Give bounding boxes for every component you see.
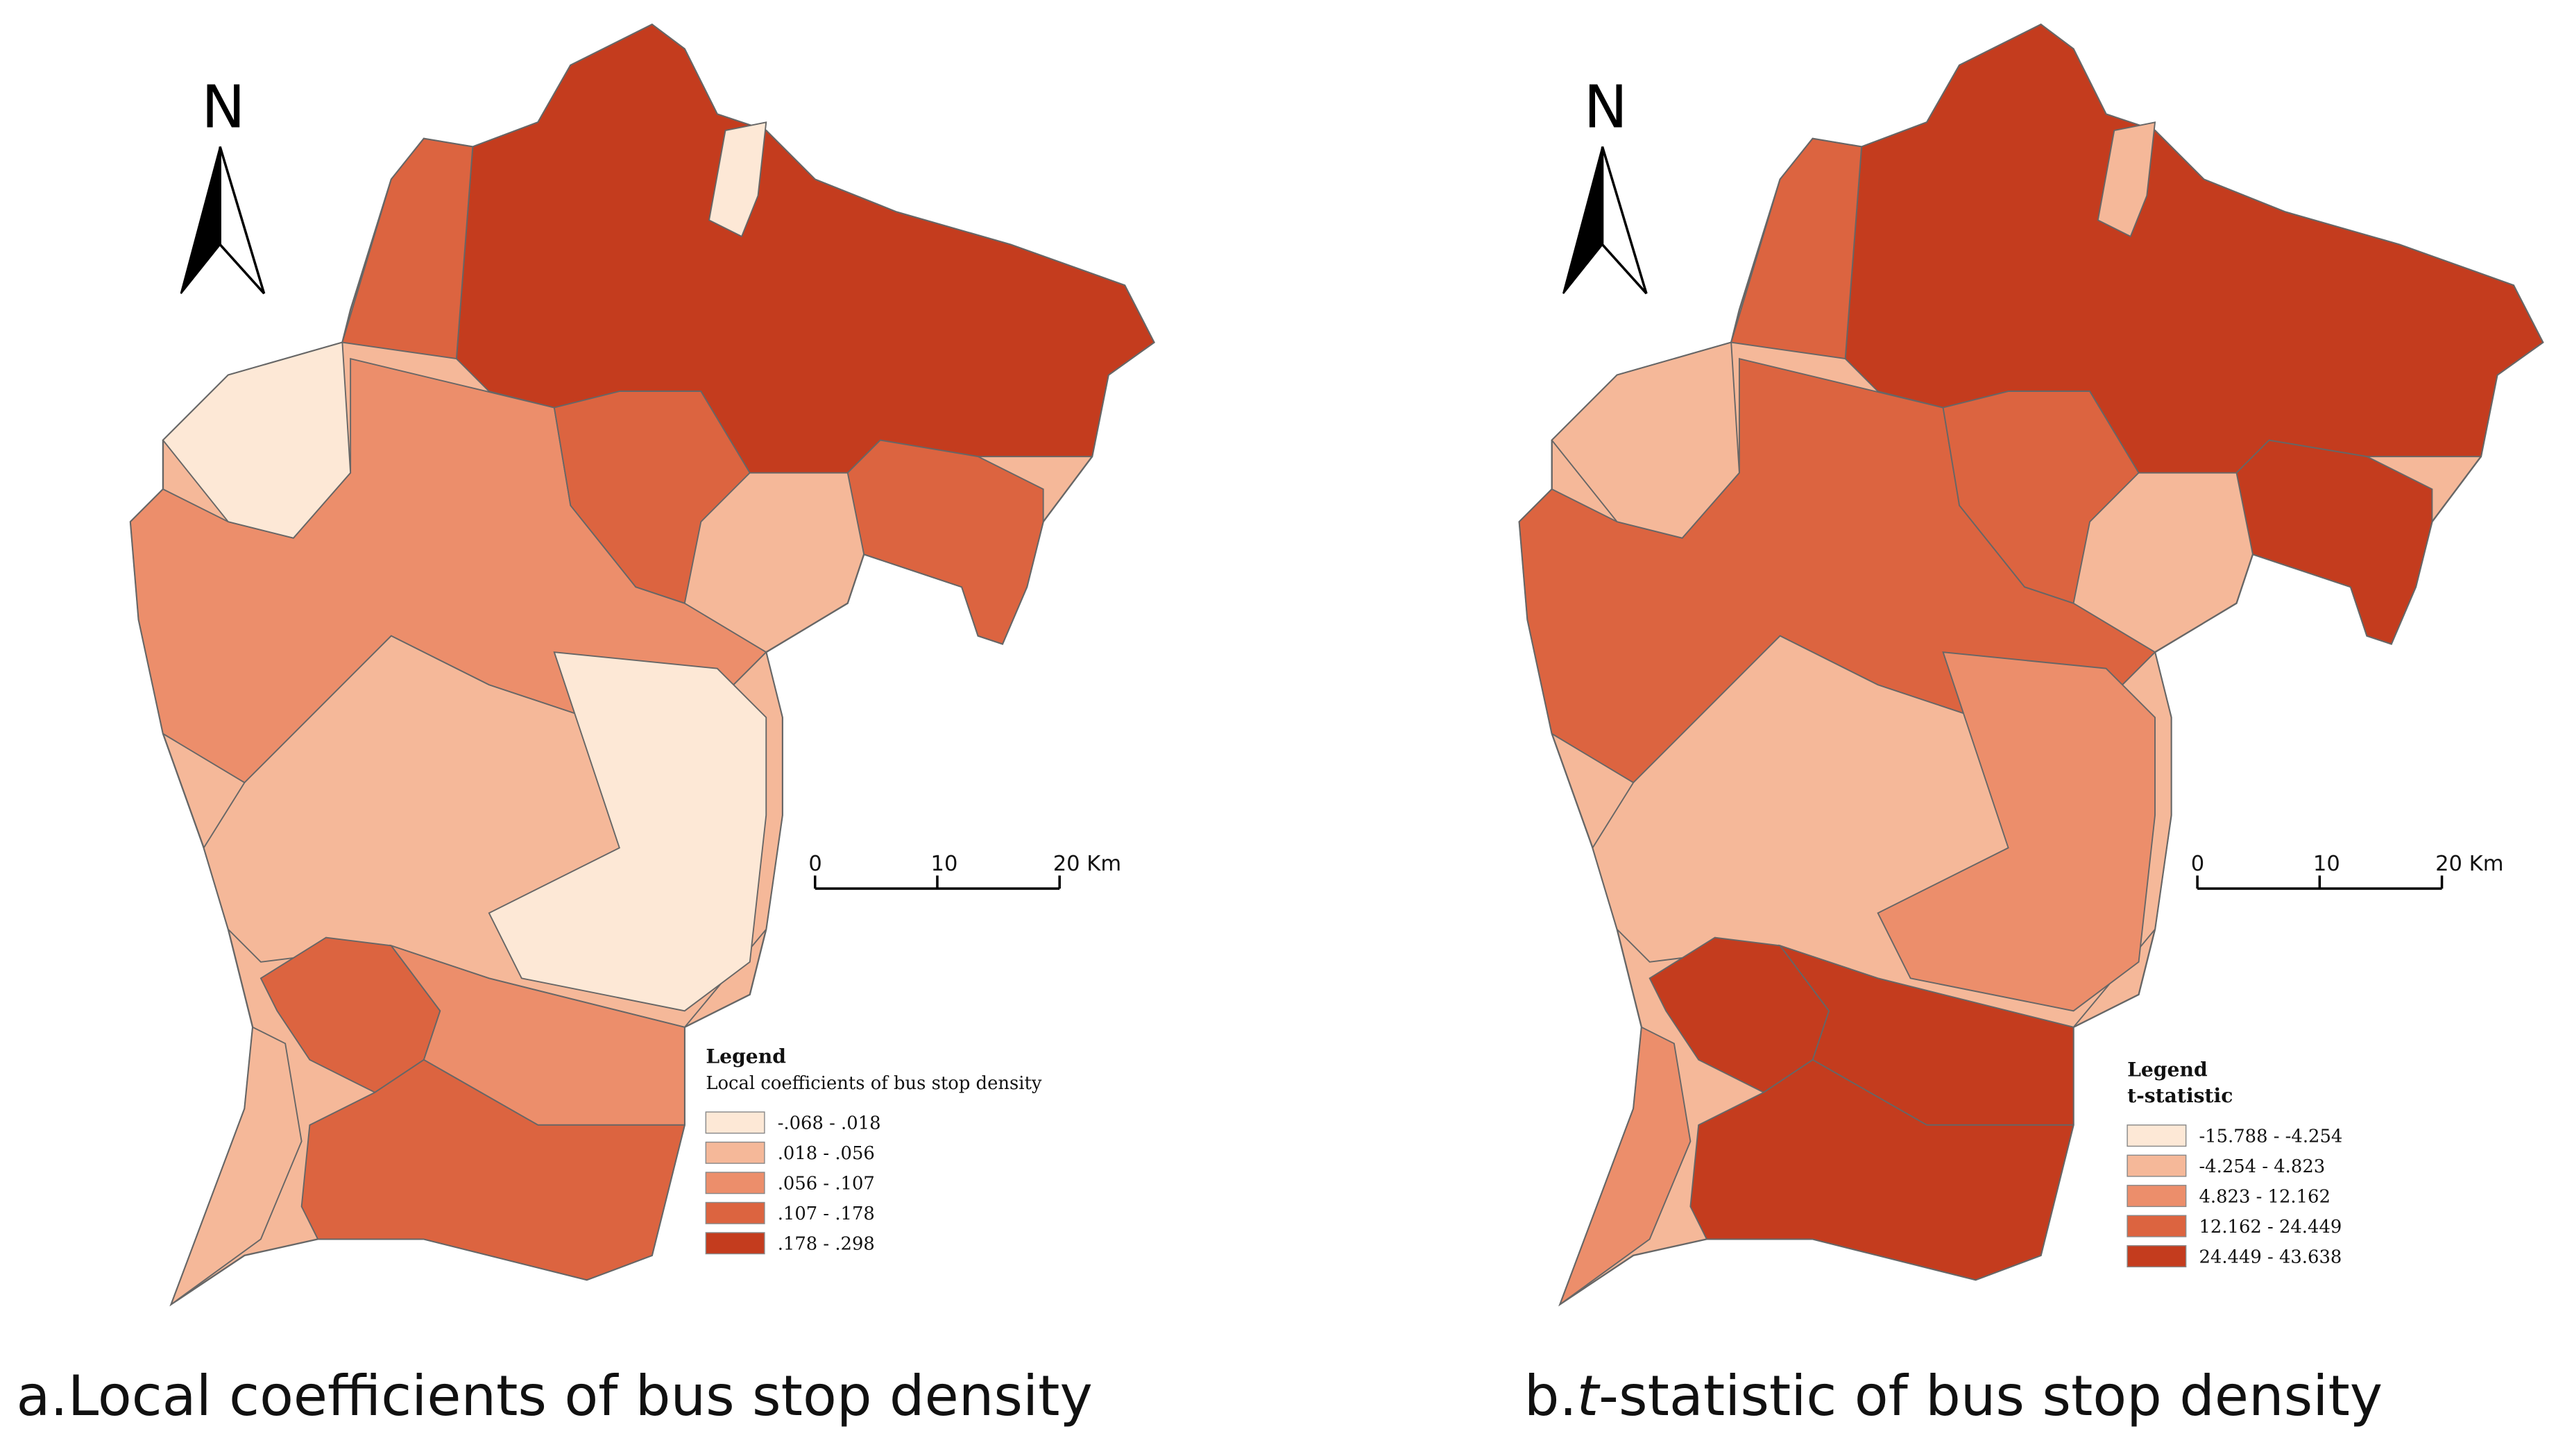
- map-region: [162, 341, 352, 539]
- caption-part: t: [1577, 1364, 1601, 1428]
- map-region: [169, 1026, 303, 1307]
- map-region: [1877, 651, 2156, 1012]
- north-arrow-left: [180, 146, 221, 294]
- legend-label: .178 - .298: [778, 1234, 875, 1255]
- north-label: N: [201, 72, 245, 141]
- map-region: [1551, 341, 1740, 539]
- scale-label: 10: [2313, 852, 2340, 876]
- legend-label: -15.788 - -4.254: [2199, 1127, 2342, 1147]
- legend-swatch: [2127, 1124, 2187, 1147]
- legend-label: -4.254 - 4.823: [2199, 1156, 2325, 1177]
- caption: a.Local coefficients of bus stop density: [16, 1364, 1092, 1428]
- legend-label: 4.823 - 12.162: [2199, 1186, 2330, 1207]
- legend-swatch: [2127, 1245, 2187, 1268]
- caption-part: -statistic of bus stop density: [1599, 1364, 2383, 1428]
- map-region: [553, 391, 751, 604]
- legend-swatch: [705, 1232, 765, 1255]
- caption-part: Local coefficients of bus stop density: [68, 1364, 1093, 1428]
- legend-swatch: [705, 1201, 765, 1224]
- map-region: [1689, 1059, 2074, 1281]
- scale-label: 20 Km: [2435, 852, 2503, 876]
- legend-title: Legend: [706, 1045, 786, 1068]
- caption: b.t-statistic of bus stop density: [1524, 1364, 2383, 1428]
- caption-part: b.: [1524, 1364, 1577, 1428]
- legend-swatch: [705, 1141, 765, 1164]
- map-panel: N 0 10 20 Km Legend Local coefficients of bus…: [16, 23, 1155, 1428]
- scale-label: 0: [2191, 852, 2204, 876]
- legend-swatch: [705, 1172, 765, 1194]
- legend-swatch: [2127, 1215, 2187, 1237]
- north-label: N: [1584, 72, 1628, 141]
- scale-label: 20 Km: [1053, 852, 1121, 876]
- north-arrow-left: [1562, 146, 1603, 294]
- map-region: [2235, 439, 2433, 645]
- map-region: [2097, 121, 2156, 238]
- legend-label: .018 - .056: [778, 1143, 875, 1164]
- north-arrow-right: [219, 146, 266, 295]
- legend-swatch: [2127, 1154, 2187, 1177]
- legend-label: 12.162 - 24.449: [2199, 1217, 2342, 1237]
- legend-swatch: [705, 1111, 765, 1134]
- legend-subtitle: t-statistic: [2127, 1084, 2233, 1107]
- legend-label: .107 - .178: [778, 1204, 875, 1224]
- north-arrow-right: [1601, 146, 1648, 295]
- map-region: [300, 1059, 685, 1281]
- legend-swatch: [2127, 1185, 2187, 1208]
- map-panel: N 0 10 20 Km Legend t-statistic -15.788 - -4.2…: [1518, 23, 2544, 1428]
- map-region: [1730, 137, 1863, 360]
- map-region: [341, 137, 474, 360]
- scale-label: 10: [931, 852, 958, 876]
- legend-label: .056 - .107: [778, 1174, 875, 1194]
- legend-label: -.068 - .018: [778, 1113, 881, 1134]
- map-region: [1942, 391, 2140, 604]
- scale-label: 0: [808, 852, 821, 876]
- map-region: [846, 439, 1044, 645]
- map-region: [708, 121, 767, 238]
- legend-label: 24.449 - 43.638: [2199, 1247, 2342, 1267]
- legend-title: Legend: [2127, 1058, 2208, 1081]
- map-region: [1558, 1026, 1692, 1307]
- map-region: [488, 651, 767, 1012]
- caption-part: a.: [16, 1364, 67, 1428]
- legend-subtitle: Local coefficients of bus stop density: [706, 1073, 1042, 1094]
